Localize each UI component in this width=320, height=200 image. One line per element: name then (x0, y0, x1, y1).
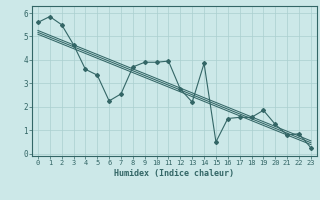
X-axis label: Humidex (Indice chaleur): Humidex (Indice chaleur) (115, 169, 234, 178)
